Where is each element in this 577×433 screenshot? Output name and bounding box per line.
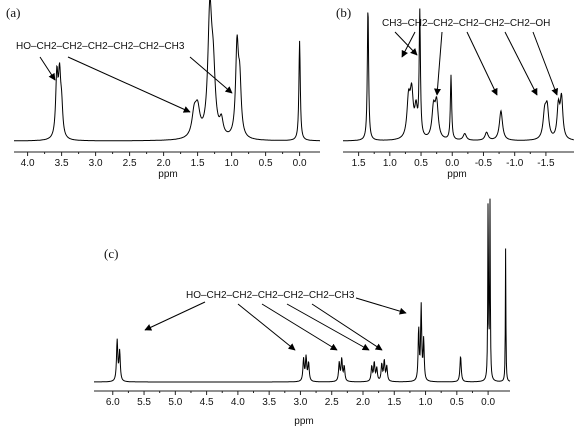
panel-a: (a) HO–CH2–CH2–CH2–CH2–CH2–CH3 ppm 4.0 3.…	[6, 0, 320, 180]
tick-label: 0.5	[450, 397, 464, 408]
tick-label: 5.5	[137, 397, 151, 408]
panel-b-arrow-ch2-3	[504, 31, 538, 96]
panel-b-ticks: 1.5 1.0 0.5 0.0 -0.5 -1.0 -1.5	[352, 152, 555, 169]
tick-label: 1.0	[225, 158, 239, 169]
tick-label: 0.0	[481, 397, 495, 408]
panel-a-formula: HO–CH2–CH2–CH2–CH2–CH2–CH3	[16, 41, 185, 52]
tick-label: 1.5	[352, 158, 366, 169]
tick-label: 0.5	[414, 158, 428, 169]
tick-label: 0.5	[259, 158, 273, 169]
tick-label: 1.0	[419, 397, 433, 408]
panel-c-arrow-ch3	[355, 297, 407, 315]
tick-label: 2.0	[157, 158, 171, 169]
tick-label: 2.5	[123, 158, 137, 169]
panel-a-arrow-oh-ch2	[39, 56, 56, 81]
panel-b-arrow-ch3-a	[394, 31, 418, 56]
tick-label: 4.0	[231, 397, 245, 408]
panel-b-label: (b)	[336, 5, 351, 20]
panel-b-formula: CH3–CH2–CH2–CH2–CH2–CH2–OH	[382, 18, 550, 29]
panel-c-label: (c)	[104, 246, 118, 261]
tick-label: 1.5	[387, 397, 401, 408]
panel-c-spectrum-line	[94, 198, 511, 383]
panel-c-arrow-oh	[144, 301, 206, 331]
tick-label: -0.5	[475, 158, 493, 169]
panel-c-arrow-ch2-2	[261, 303, 338, 351]
panel-b-arrow-ch2-2	[466, 31, 498, 96]
tick-label: 2.5	[325, 397, 339, 408]
panel-a-ticks: 4.0 3.5 3.0 2.5 2.0 1.5 1.0 0.5 0.0	[21, 152, 307, 169]
panel-c-xlabel: ppm	[294, 416, 313, 427]
tick-label: 5.0	[168, 397, 182, 408]
panel-b-arrow-ch3-b	[401, 31, 416, 58]
tick-label: 4.5	[200, 397, 214, 408]
panel-c-arrow-ch2-3	[286, 303, 370, 351]
panel-c-arrow-ch2-4	[311, 303, 383, 351]
tick-label: -1.5	[537, 158, 555, 169]
tick-label: 3.5	[262, 397, 276, 408]
tick-label: 1.0	[383, 158, 397, 169]
panel-a-arrow-inner-ch2	[67, 56, 191, 113]
tick-label: 3.5	[55, 158, 69, 169]
panel-b-arrow-ch2-1	[434, 31, 443, 96]
panel-b-xlabel: ppm	[447, 169, 466, 180]
panel-b-spectrum-line	[343, 8, 574, 142]
panel-c-arrow-ch2-1	[237, 303, 296, 351]
panel-a-xlabel: ppm	[158, 169, 177, 180]
tick-label: 1.5	[191, 158, 205, 169]
panel-b-arrow-ch2-oh	[532, 31, 559, 96]
panel-a-arrow-ch3	[189, 56, 233, 94]
tick-label: 4.0	[21, 158, 35, 169]
panel-a-label: (a)	[6, 5, 20, 20]
tick-label: 0.0	[293, 158, 307, 169]
tick-label: 6.0	[106, 397, 120, 408]
panel-c-ticks: 6.0 5.5 5.0 4.5 4.0 3.5 3.0 2.5 2.0 1.5 1.0 0.5 0.0	[106, 391, 495, 408]
panel-c-formula: HO–CH2–CH2–CH2–CH2–CH2–CH3	[186, 290, 355, 301]
tick-label: 3.0	[89, 158, 103, 169]
tick-label: 0.0	[445, 158, 459, 169]
tick-label: 2.0	[356, 397, 370, 408]
tick-label: 3.0	[293, 397, 307, 408]
panel-c: (c) HO–CH2–CH2–CH2–CH2–CH2–CH3 ppm 6.0 5.…	[94, 198, 511, 427]
panel-a-spectrum-line	[14, 0, 320, 142]
tick-label: -1.0	[506, 158, 524, 169]
panel-b: (b) CH3–CH2–CH2–CH2–CH2–CH2–OH ppm 1.5 1.…	[336, 5, 574, 180]
